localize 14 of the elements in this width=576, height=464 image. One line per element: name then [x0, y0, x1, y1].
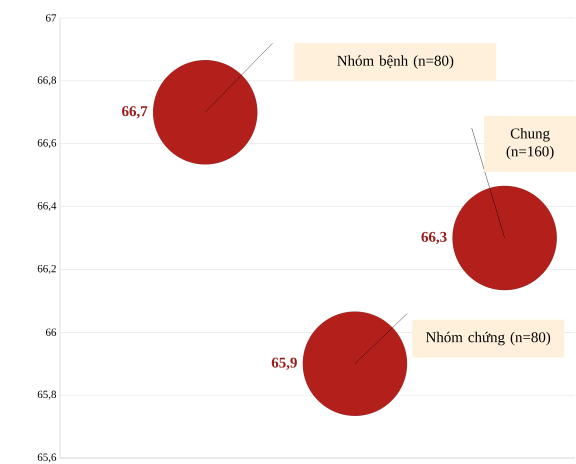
y-tick-label: 66,6 [38, 139, 56, 148]
y-tick-label: 66,2 [38, 264, 56, 274]
data-label: 66,7 [122, 106, 148, 118]
y-tick-label: 66 [46, 328, 56, 336]
data-label: 65,9 [272, 358, 297, 370]
y-tick-label: 65,6 [38, 454, 56, 462]
y-tick-label: 67 [46, 14, 56, 22]
annotation: Nhóm chứng (n=80) [426, 332, 550, 346]
data-label: 66,3 [421, 232, 447, 244]
annotation: Nhóm bệnh (n=80) [337, 55, 454, 69]
y-tick-label: 65,8 [38, 390, 56, 400]
y-tick-label: 66,4 [38, 202, 56, 212]
y-tick-label: 66,8 [38, 76, 56, 86]
annotation: Chung (n=160) [506, 128, 554, 160]
